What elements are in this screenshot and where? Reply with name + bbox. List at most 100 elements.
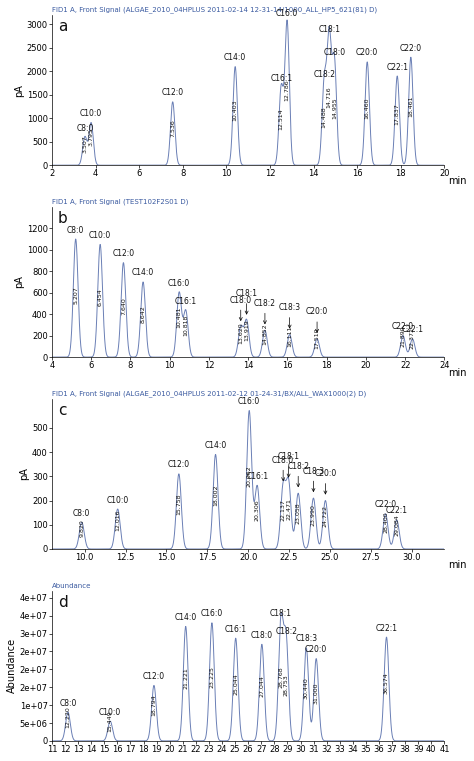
Text: C22:0: C22:0 — [400, 43, 422, 53]
Text: C18:2: C18:2 — [275, 627, 297, 636]
Text: C12:0: C12:0 — [143, 672, 165, 681]
Text: 24.722: 24.722 — [323, 505, 328, 527]
Text: min: min — [448, 177, 467, 186]
Text: a: a — [58, 20, 67, 34]
Text: C8:0: C8:0 — [76, 123, 93, 132]
Text: 21.221: 21.221 — [183, 667, 188, 689]
Text: C16:0: C16:0 — [168, 279, 190, 288]
Text: C14:0: C14:0 — [224, 53, 246, 62]
Text: 30.440: 30.440 — [304, 677, 309, 699]
Y-axis label: pA: pA — [14, 84, 24, 97]
Text: 16.111: 16.111 — [287, 326, 292, 347]
Text: C12:0: C12:0 — [112, 249, 135, 258]
Text: 23.225: 23.225 — [210, 666, 214, 688]
Text: 22.137: 22.137 — [281, 499, 286, 521]
Text: 10.403: 10.403 — [233, 99, 237, 121]
Text: 28.768: 28.768 — [278, 666, 283, 688]
Text: C16:1: C16:1 — [225, 625, 247, 634]
Text: C18:0: C18:0 — [251, 631, 273, 640]
Text: d: d — [58, 595, 68, 610]
Text: C16:0: C16:0 — [276, 8, 298, 18]
Text: C12:0: C12:0 — [168, 460, 190, 470]
Text: 8.642: 8.642 — [141, 306, 146, 323]
Text: min: min — [448, 368, 467, 378]
Text: 17.837: 17.837 — [395, 103, 400, 125]
Text: 22.471: 22.471 — [286, 498, 291, 520]
Text: 18.794: 18.794 — [152, 694, 156, 716]
Text: C18:2: C18:2 — [254, 299, 276, 323]
Text: FID1 A, Front Signal (TEST102F2S01 D): FID1 A, Front Signal (TEST102F2S01 D) — [52, 199, 188, 205]
Text: 10.481: 10.481 — [177, 307, 182, 328]
Text: 16.460: 16.460 — [365, 97, 370, 119]
Text: C10:0: C10:0 — [107, 495, 129, 505]
Text: 15.758: 15.758 — [176, 494, 182, 515]
Text: C12:0: C12:0 — [162, 88, 184, 97]
Text: C18:2: C18:2 — [287, 462, 309, 487]
Text: C18:1: C18:1 — [270, 610, 292, 619]
Text: FID1 A, Front Signal (ALGAE_2010_04HPLUS 2011-02-14 12-31-14/1000_ALL_HP5_621(81: FID1 A, Front Signal (ALGAE_2010_04HPLUS… — [52, 7, 377, 14]
Text: 9.820: 9.820 — [79, 519, 84, 537]
Text: 13.919: 13.919 — [244, 319, 249, 341]
Text: C18:1: C18:1 — [278, 452, 300, 477]
Text: 18.002: 18.002 — [213, 485, 218, 507]
Text: 12.220: 12.220 — [65, 706, 71, 728]
Text: 36.574: 36.574 — [384, 673, 389, 694]
Text: 21.890: 21.890 — [401, 326, 405, 348]
Text: C18:0: C18:0 — [230, 295, 252, 320]
Text: C20:0: C20:0 — [314, 469, 337, 494]
Text: 15.449: 15.449 — [108, 710, 113, 732]
Text: C18:3: C18:3 — [279, 303, 301, 328]
Text: C8:0: C8:0 — [59, 699, 77, 708]
Text: C18:3: C18:3 — [295, 635, 317, 643]
Text: C16:0: C16:0 — [201, 610, 223, 619]
Text: C18:0: C18:0 — [323, 49, 346, 57]
Text: 18.461: 18.461 — [408, 95, 413, 116]
Text: 7.640: 7.640 — [121, 297, 126, 314]
Text: C22:0: C22:0 — [374, 500, 397, 509]
Text: C18:3: C18:3 — [302, 466, 325, 492]
Y-axis label: Abundance: Abundance — [7, 638, 17, 693]
Text: 12.514: 12.514 — [279, 109, 284, 130]
Text: C22:1: C22:1 — [386, 506, 408, 515]
Text: 25.044: 25.044 — [233, 673, 238, 695]
Text: C22:0: C22:0 — [392, 322, 414, 331]
Text: 28.400: 28.400 — [383, 511, 388, 533]
Text: C22:1: C22:1 — [375, 623, 398, 632]
Text: 29.084: 29.084 — [394, 514, 399, 536]
Text: C16:0: C16:0 — [238, 397, 260, 406]
Text: C10:0: C10:0 — [99, 708, 121, 717]
Text: 14.488: 14.488 — [322, 107, 327, 129]
Text: C16:1: C16:1 — [175, 298, 197, 307]
Text: C14:0: C14:0 — [132, 269, 154, 278]
Text: FID1 A, Front Signal (ALGAE_2010_04HPLUS 2011-02-12 01-24-31/BX/ALL_WAX1000(2) D: FID1 A, Front Signal (ALGAE_2010_04HPLUS… — [52, 390, 366, 397]
Text: C22:1: C22:1 — [401, 326, 423, 334]
Text: C14:0: C14:0 — [204, 441, 227, 450]
Text: 3.507: 3.507 — [82, 135, 87, 152]
Text: 13.620: 13.620 — [238, 322, 243, 343]
Text: C18:1: C18:1 — [236, 289, 257, 314]
Text: 27.044: 27.044 — [259, 676, 264, 697]
Text: 14.852: 14.852 — [263, 323, 267, 345]
Text: C18:1: C18:1 — [318, 25, 340, 34]
Text: C16:1: C16:1 — [270, 75, 292, 83]
Text: C16:1: C16:1 — [246, 473, 268, 482]
Text: C20:0: C20:0 — [305, 645, 328, 654]
Text: c: c — [58, 403, 66, 419]
Y-axis label: pA: pA — [14, 275, 24, 288]
Text: C10:0: C10:0 — [89, 231, 111, 240]
Text: C18:2: C18:2 — [313, 69, 335, 78]
Text: 6.454: 6.454 — [98, 288, 103, 307]
Text: C14:0: C14:0 — [174, 613, 197, 622]
Text: 20.306: 20.306 — [255, 499, 260, 521]
Text: C10:0: C10:0 — [80, 110, 102, 119]
Text: 10.818: 10.818 — [183, 315, 188, 336]
Text: 12.786: 12.786 — [284, 79, 290, 100]
Text: 28.753: 28.753 — [283, 674, 289, 696]
Text: 12.016: 12.016 — [115, 510, 120, 531]
Text: 31.000: 31.000 — [314, 683, 319, 704]
Text: Abundance: Abundance — [52, 583, 91, 589]
Text: min: min — [448, 560, 467, 570]
Text: 17.510: 17.510 — [315, 327, 319, 349]
Text: 23.058: 23.058 — [296, 502, 301, 524]
Text: C8:0: C8:0 — [73, 509, 91, 517]
